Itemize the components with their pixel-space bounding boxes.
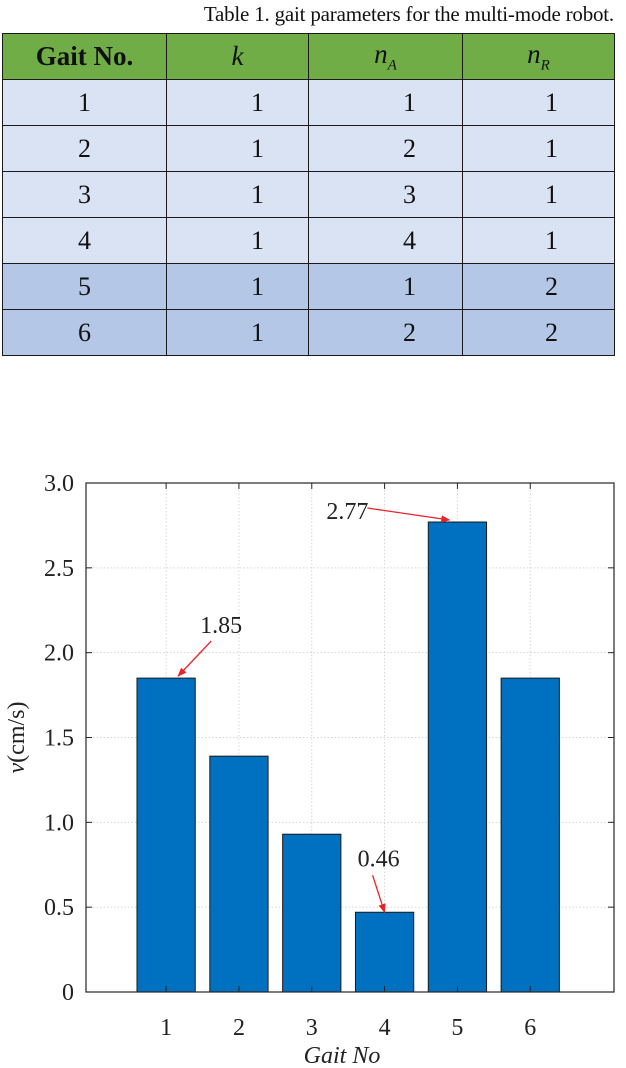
table-caption: Table 1. gait parameters for the multi-m… [203,2,614,26]
cell-gait-no: 5 [2,263,167,310]
bar-gait-2 [209,755,269,993]
y-axis-label: v(cm/s) [4,702,30,774]
annotation-label: 1.85 [200,613,242,639]
cell-gait-no: 1 [2,79,167,126]
bar-gait-4 [354,911,415,993]
header-k: k [166,33,309,80]
x-tick-label: 3 [306,1015,318,1041]
cell-n-r: 1 [462,171,615,218]
cell-n-r: 2 [462,263,615,310]
annotation-arrow [177,640,212,677]
cell-n-a: 1 [308,79,463,126]
x-tick-label: 5 [451,1015,463,1041]
cell-n-r: 1 [462,79,615,126]
y-tick-label: 0.5 [44,895,74,921]
y-tick-label: 0 [62,980,74,1006]
bar-gait-6 [500,677,560,993]
x-tick-label: 4 [379,1015,391,1041]
x-tick-label: 6 [524,1015,536,1041]
bar-gait-5 [427,521,488,993]
y-tick-label: 2.5 [44,556,74,582]
x-tick-label: 2 [233,1015,245,1041]
cell-gait-no: 3 [2,171,167,218]
cell-n-r: 2 [462,309,615,356]
cell-n-r: 1 [462,217,615,264]
annotation-label: 0.46 [358,846,400,872]
annotation-arrow [371,875,386,914]
header-gait-no: Gait No. [2,33,167,80]
header-n-a: nA [308,33,463,80]
cell-k: 1 [166,217,309,264]
cell-n-a: 3 [308,171,463,218]
annotation-arrow [367,507,451,523]
cell-k: 1 [166,79,309,126]
cell-gait-no: 4 [2,217,167,264]
cell-k: 1 [166,263,309,310]
cell-n-a: 2 [308,309,463,356]
cell-k: 1 [166,125,309,172]
cell-gait-no: 6 [2,309,167,356]
y-tick-label: 3.0 [44,471,74,497]
cell-gait-no: 2 [2,125,167,172]
bar-gait-1 [136,677,196,993]
x-tick-label: 1 [160,1015,172,1041]
y-tick-label: 1.5 [44,726,74,752]
cell-n-a: 1 [308,263,463,310]
x-axis-label: Gait No [304,1043,381,1068]
cell-n-a: 4 [308,217,463,264]
cell-k: 1 [166,171,309,218]
header-n-r: nR [462,33,615,80]
cell-n-r: 1 [462,125,615,172]
y-tick-label: 1.0 [44,810,74,836]
cell-k: 1 [166,309,309,356]
bar-gait-3 [282,833,342,993]
speed-bar-chart: 0 0.5 1.0 1.5 2.0 2.5 3.0 1 2 3 4 5 6 Gait No v(cm/s) 1… [4,471,615,1068]
annotation-label: 2.77 [326,499,368,525]
y-tick-label: 2.0 [44,641,74,667]
cell-n-a: 2 [308,125,463,172]
table-header-row: Gait No. k nA nR [2,33,615,80]
